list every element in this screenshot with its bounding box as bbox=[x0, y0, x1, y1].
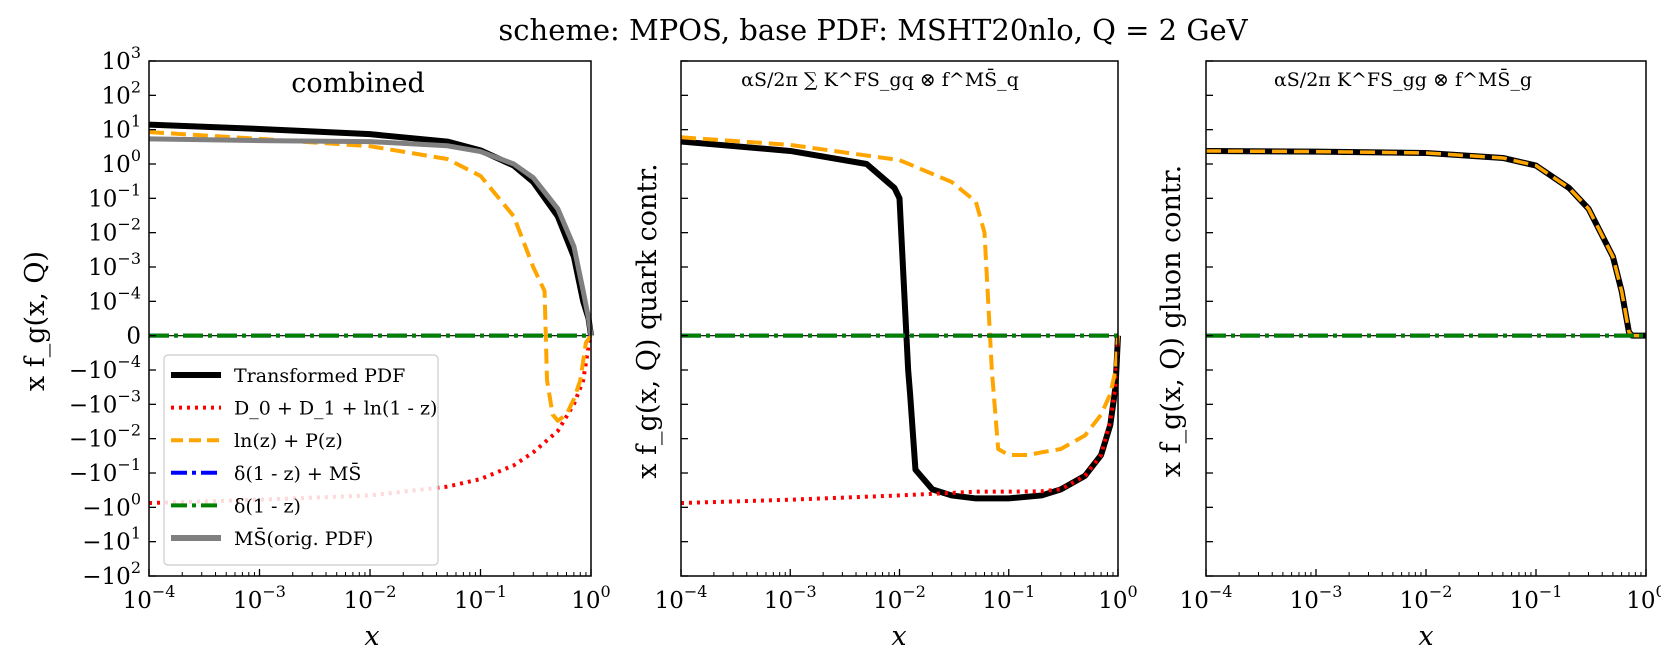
panel-quark-ylabel: x f_g(x, Q) quark contr. bbox=[632, 163, 663, 479]
series-line-transformed-pdf bbox=[680, 138, 1121, 502]
panel-gluon-ylabel: x f_g(x, Q) gluon contr. bbox=[1156, 165, 1187, 477]
y-tick-label: 10−3 bbox=[88, 249, 141, 281]
series-line-transformed-pdf bbox=[1205, 147, 1646, 339]
legend-label: δ(1 - z) bbox=[234, 495, 301, 517]
y-tick-label: −10−1 bbox=[69, 455, 141, 487]
x-tick-label: 10−4 bbox=[655, 582, 708, 614]
panel-combined-ticks: 10−4 10−3 10−2 10−1 10010310210110010−110−21… bbox=[69, 43, 611, 614]
x-tick-label: 100 bbox=[1626, 582, 1661, 614]
y-tick-label: 103 bbox=[102, 43, 141, 75]
panel-combined-annotation: combined bbox=[291, 68, 425, 99]
x-tick-label: 100 bbox=[571, 582, 610, 614]
y-tick-label: 101 bbox=[102, 112, 141, 144]
y-tick-label: −10−4 bbox=[69, 352, 141, 384]
panel-gluon-annotation: αS/2π K^FS_gg ⊗ f^MS̄_g bbox=[1274, 68, 1532, 91]
y-tick-label: −102 bbox=[82, 558, 141, 590]
figure-title: scheme: MPOS, base PDF: MSHT20nlo, Q = 2… bbox=[498, 13, 1248, 47]
panel-gluon: 10−4 10−3 10−2 10−1 100 αS/2π K^FS_gg ⊗ f^MS… bbox=[1156, 60, 1661, 652]
legend-label: δ(1 - z) + MS̄ bbox=[234, 461, 361, 484]
x-tick-label: 10−3 bbox=[1290, 582, 1343, 614]
legend-label: ln(z) + P(z) bbox=[234, 430, 343, 452]
legend-label: D_0 + D_1 + ln(1 - z) bbox=[234, 398, 437, 420]
y-tick-label: 102 bbox=[102, 77, 141, 109]
series-line-ln-z-p-z bbox=[680, 135, 1120, 458]
legend-label: Transformed PDF bbox=[234, 365, 405, 387]
panel-quark-ticks: 10−4 10−3 10−2 10−1 100 bbox=[655, 60, 1138, 614]
y-tick-label: −100 bbox=[82, 489, 141, 521]
y-tick-label: 100 bbox=[102, 146, 141, 178]
x-tick-label: 100 bbox=[1098, 582, 1137, 614]
series-line-ms-orig-pdf bbox=[148, 136, 594, 337]
panel-combined: 10−4 10−3 10−2 10−1 10010310210110010−110−21… bbox=[20, 43, 611, 652]
legend: Transformed PDF D_0 + D_1 + ln(1 - z) ln(z… bbox=[163, 354, 439, 566]
panel-gluon-series bbox=[1205, 147, 1646, 339]
series-line-ln-z-p-z bbox=[1205, 149, 1646, 338]
legend-box bbox=[163, 354, 439, 566]
y-tick-label: 10−2 bbox=[88, 215, 141, 247]
panel-combined-xlabel: x bbox=[364, 621, 379, 652]
y-tick-label: 10−1 bbox=[88, 180, 141, 212]
series-line-d-0-d-1-ln-1-z bbox=[680, 335, 1120, 506]
y-tick-label: −10−2 bbox=[69, 421, 141, 453]
x-tick-label: 10−1 bbox=[454, 582, 507, 614]
series-line-ln-z-p-z bbox=[148, 130, 593, 423]
x-tick-label: 10−4 bbox=[123, 582, 176, 614]
x-tick-label: 10−2 bbox=[873, 582, 926, 614]
x-tick-label: 10−1 bbox=[982, 582, 1035, 614]
y-tick-label: 10−4 bbox=[88, 283, 141, 315]
y-tick-label: 0 bbox=[126, 324, 141, 350]
x-tick-label: 10−2 bbox=[344, 582, 397, 614]
x-tick-label: 10−4 bbox=[1180, 582, 1233, 614]
panel-quark: 10−4 10−3 10−2 10−1 100 αS/2π ∑ K^FS_gq ⊗ f^… bbox=[632, 60, 1138, 652]
y-tick-label: −101 bbox=[82, 524, 141, 556]
panel-combined-ylabel: x f_g(x, Q) bbox=[20, 251, 51, 391]
panel-quark-frame bbox=[680, 60, 1119, 577]
panel-gluon-ticks: 10−4 10−3 10−2 10−1 100 bbox=[1180, 60, 1661, 614]
x-tick-label: 10−2 bbox=[1400, 582, 1453, 614]
panel-quark-series bbox=[680, 135, 1121, 506]
y-tick-label: −10−3 bbox=[69, 386, 141, 418]
series-line-transformed-pdf bbox=[148, 121, 594, 337]
panel-gluon-xlabel: x bbox=[1418, 621, 1433, 652]
legend-label: MS̄(orig. PDF) bbox=[234, 527, 373, 550]
panel-quark-xlabel: x bbox=[891, 621, 906, 652]
x-tick-label: 10−1 bbox=[1510, 582, 1563, 614]
panel-quark-annotation: αS/2π ∑ K^FS_gq ⊗ f^MS̄_q bbox=[741, 68, 1019, 91]
x-tick-label: 10−3 bbox=[764, 582, 817, 614]
panel-gluon-frame bbox=[1205, 60, 1647, 577]
x-tick-label: 10−3 bbox=[233, 582, 286, 614]
